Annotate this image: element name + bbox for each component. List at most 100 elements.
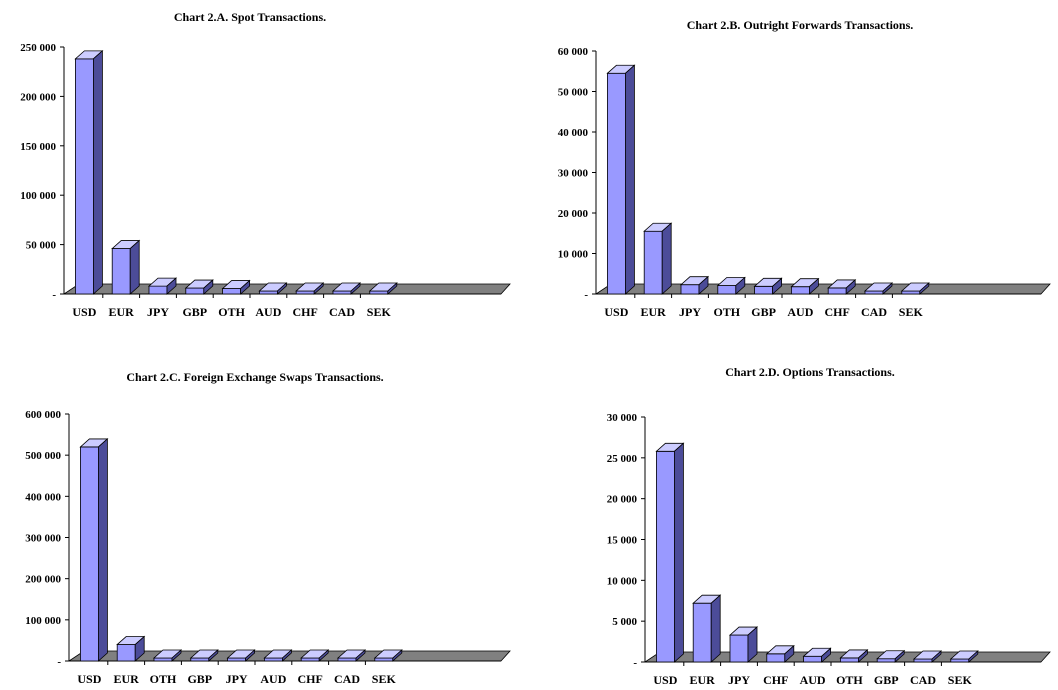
bar-side — [698, 275, 709, 295]
bar — [368, 282, 398, 295]
y-tick-label: 30 000 — [558, 168, 589, 180]
bar — [226, 649, 256, 662]
y-tick-label: 400 000 — [25, 491, 61, 503]
y-tick-label: - — [584, 289, 588, 301]
x-tick-label: SEK — [372, 672, 397, 686]
bar-front — [111, 248, 131, 295]
y-tick-label: 200 000 — [20, 91, 56, 103]
bar-front — [263, 657, 283, 662]
bar-side — [313, 282, 324, 295]
bar-front — [369, 290, 389, 295]
bar-side — [845, 279, 856, 295]
x-tick-label: SEK — [948, 673, 973, 687]
bar — [802, 647, 832, 663]
x-tick-label: GBP — [874, 673, 899, 687]
y-tick-label: 20 000 — [558, 208, 589, 220]
bar-side — [661, 222, 672, 295]
x-tick-label: JPY — [226, 672, 248, 686]
x-tick-label: OTH — [218, 305, 245, 319]
bar — [876, 649, 906, 663]
bar — [300, 649, 330, 662]
bar-front — [950, 658, 970, 663]
y-tick-label: 5 000 — [612, 616, 637, 628]
x-tick-label: OTH — [150, 672, 177, 686]
bar-front — [80, 446, 99, 662]
bar — [643, 222, 673, 295]
x-tick-label: GBP — [182, 305, 207, 319]
y-tick-label: 40 000 — [558, 127, 589, 139]
bar-front — [790, 286, 810, 295]
bar-front — [692, 602, 712, 663]
x-tick-label: OTH — [713, 305, 740, 319]
bar-front — [153, 657, 173, 662]
bar-side — [784, 644, 795, 663]
x-tick-label: EUR — [690, 673, 716, 687]
chart-plot: - 50 000 100 000 150 000 200 000 250 000 USD EU… — [20, 42, 511, 319]
bar-side — [919, 282, 930, 295]
chart-title: Chart 2.D. Options Transactions. — [725, 365, 895, 379]
bar-front — [148, 285, 168, 295]
x-tick-label: JPY — [679, 305, 701, 319]
chart-panel-spot: Chart 2.A. Spot Transactions. - 50 000 100… — [0, 0, 525, 330]
bar-side — [240, 279, 251, 295]
bar-side — [171, 649, 182, 662]
chart-title: Chart 2.C. Foreign Exchange Swaps Transa… — [126, 370, 384, 384]
x-tick-label: CAD — [861, 305, 887, 319]
bar — [74, 49, 104, 295]
bar-front — [680, 284, 700, 295]
y-tick-label: 10 000 — [558, 249, 589, 261]
bar-side — [208, 649, 219, 662]
x-tick-label: CHF — [763, 673, 788, 687]
bar-front — [116, 644, 136, 662]
bar — [692, 594, 722, 663]
y-tick-label: 250 000 — [20, 42, 56, 54]
bar — [111, 239, 141, 295]
bar — [263, 649, 293, 662]
y-tick-label: 200 000 — [25, 574, 61, 586]
x-tick-label: USD — [653, 673, 677, 687]
bar — [221, 279, 251, 295]
chart-plot: - 10 000 20 000 30 000 40 000 50 000 60 000 USD… — [558, 46, 1051, 319]
bar-front — [258, 290, 278, 295]
bar — [839, 649, 869, 663]
bar-front — [185, 287, 205, 295]
bar-side — [245, 649, 256, 662]
bar-side — [968, 650, 979, 663]
bar-side — [747, 626, 758, 663]
x-tick-label: CAD — [329, 305, 355, 319]
bar-side — [281, 649, 292, 662]
bar — [827, 279, 857, 295]
bar — [189, 649, 219, 662]
y-tick-label: 500 000 — [25, 450, 61, 462]
bar — [655, 442, 685, 663]
x-tick-label: EUR — [114, 672, 140, 686]
x-tick-label: JPY — [147, 305, 169, 319]
x-tick-label: EUR — [109, 305, 135, 319]
bar — [184, 279, 214, 295]
bar-front — [754, 285, 774, 295]
y-tick-label: - — [633, 657, 637, 669]
y-tick-label: 15 000 — [607, 535, 638, 547]
bar — [258, 282, 288, 295]
bar-side — [894, 649, 905, 663]
x-tick-label: GBP — [187, 672, 212, 686]
bar-side — [673, 442, 684, 663]
chart-panel-options: Chart 2.D. Options Transactions. - 5 000 1… — [540, 345, 1058, 690]
y-tick-label: 100 000 — [20, 190, 56, 202]
bar — [728, 626, 759, 663]
bar-side — [882, 282, 893, 295]
bar-side — [350, 282, 361, 295]
bar — [295, 282, 325, 295]
bar-side — [808, 277, 819, 295]
x-tick-label: AUD — [260, 672, 286, 686]
bar-side — [772, 277, 783, 295]
x-tick-label: SEK — [899, 305, 924, 319]
bar-front — [295, 290, 315, 295]
bar-front — [75, 58, 94, 295]
y-tick-label: 50 000 — [26, 240, 57, 252]
bar-side — [387, 282, 398, 295]
bar — [373, 649, 403, 662]
bar-front — [300, 657, 320, 662]
bar — [679, 275, 710, 295]
x-tick-label: GBP — [751, 305, 776, 319]
